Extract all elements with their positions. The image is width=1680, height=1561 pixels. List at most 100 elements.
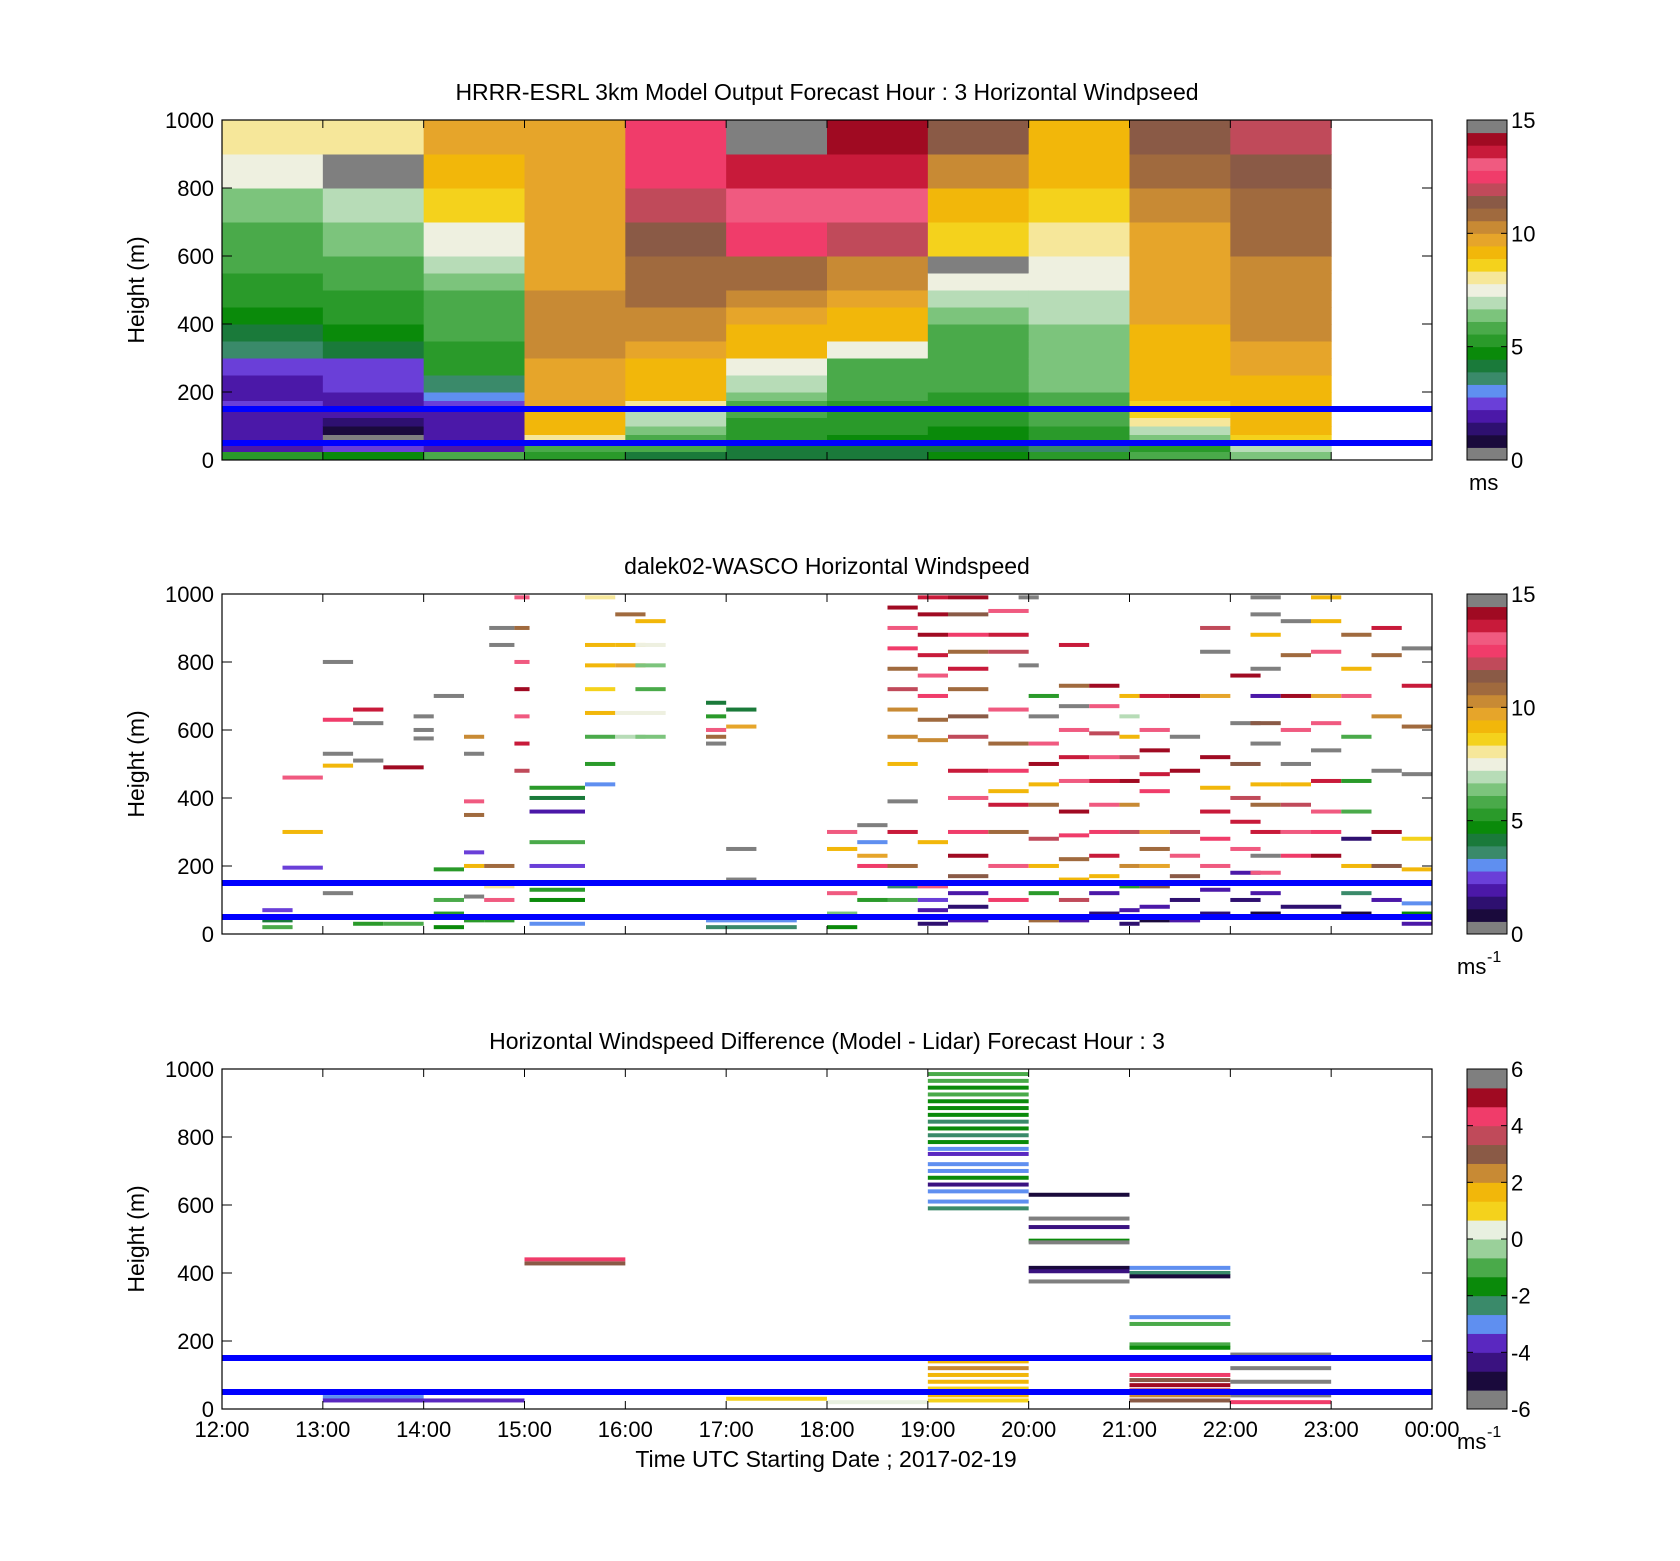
data-segment: [988, 608, 1029, 613]
data-segment: [1119, 908, 1140, 913]
data-segment: [529, 809, 585, 814]
colorbar-swatch: [1467, 157, 1507, 171]
data-segment: [1230, 1393, 1332, 1398]
heatmap-cell: [625, 434, 727, 444]
heatmap-cell: [423, 358, 525, 376]
colorbar-swatch: [1467, 883, 1507, 897]
heatmap-cell: [726, 358, 828, 376]
heatmap-cell: [927, 188, 1030, 223]
data-segment: [1119, 755, 1140, 760]
colorbar-tick-label: 15: [1511, 582, 1535, 607]
colorbar-swatch: [1467, 1220, 1507, 1240]
heatmap-cell: [524, 222, 626, 257]
heatmap-cell: [322, 417, 425, 427]
data-segment: [1058, 727, 1090, 732]
data-segment: [514, 714, 530, 719]
heatmap-cell: [423, 188, 525, 223]
plot-area: [222, 1069, 1432, 1409]
colorbar-swatch: [1467, 283, 1507, 297]
heatmap-cell: [423, 290, 525, 308]
heatmap-cell: [322, 426, 425, 435]
data-segment: [887, 707, 918, 712]
heatmap-cell: [927, 222, 1030, 257]
x-tick-label: 00:00: [1404, 1417, 1459, 1442]
data-segment: [1129, 1378, 1231, 1383]
data-segment: [927, 1393, 1029, 1398]
data-segment: [322, 717, 354, 722]
data-segment: [927, 1099, 1029, 1104]
data-segment: [484, 918, 515, 923]
data-segment: [635, 734, 666, 739]
colorbar-swatch: [1467, 921, 1507, 935]
data-segment: [514, 595, 530, 600]
heatmap-cell: [524, 417, 626, 427]
data-segment: [917, 612, 948, 617]
colorbar-swatch: [1467, 656, 1507, 671]
heatmap-cell: [927, 451, 1030, 461]
data-segment: [1401, 772, 1432, 777]
colorbar-swatch: [1467, 808, 1507, 822]
data-segment: [1058, 778, 1090, 783]
data-segment: [1401, 921, 1432, 926]
y-tick-label: 400: [177, 1261, 214, 1286]
colorbar-swatch: [1467, 1239, 1507, 1259]
heatmap-cell: [423, 222, 525, 257]
data-segment: [1200, 625, 1231, 630]
heatmap-cell: [1028, 290, 1130, 308]
heatmap-cell: [1129, 375, 1231, 393]
colorbar-swatch: [1467, 195, 1507, 209]
heatmap-cell: [222, 417, 324, 427]
data-segment: [484, 863, 515, 868]
data-segment: [917, 595, 948, 600]
colorbar-swatch: [1467, 694, 1507, 708]
panel-title: Horizontal Windspeed Difference (Model -…: [489, 1028, 1165, 1054]
data-segment: [529, 897, 585, 902]
data-segment: [1371, 863, 1402, 868]
colorbar-tick-label: 0: [1511, 448, 1523, 473]
data-segment: [1139, 829, 1170, 834]
data-segment: [1089, 731, 1120, 736]
heatmap-cell: [222, 307, 324, 325]
data-segment: [322, 751, 354, 756]
heatmap-cell: [1028, 434, 1130, 444]
data-segment: [1200, 755, 1231, 760]
heatmap-cell: [726, 341, 828, 359]
heatmap-cell: [827, 434, 929, 444]
data-segment: [857, 853, 888, 858]
y-tick-label: 600: [177, 1193, 214, 1218]
heatmap-cell: [1129, 188, 1231, 223]
data-segment: [1311, 595, 1342, 600]
colorbar-swatch: [1467, 132, 1507, 146]
data-segment: [322, 891, 354, 896]
data-segment: [706, 741, 727, 746]
data-segment: [1371, 768, 1402, 773]
heatmap-cell: [1129, 324, 1231, 342]
heatmap-cell: [423, 120, 525, 155]
heatmap-cell: [1129, 290, 1231, 308]
colorbar-swatch: [1467, 644, 1507, 658]
data-segment: [887, 687, 918, 692]
data-segment: [1311, 853, 1342, 858]
colorbar-swatch: [1467, 757, 1507, 771]
colorbar-swatch: [1467, 384, 1507, 398]
y-tick-label: 600: [177, 244, 214, 269]
heatmap-cell: [827, 375, 929, 393]
data-segment: [1230, 795, 1261, 800]
data-segment: [635, 619, 666, 624]
data-segment: [948, 795, 989, 800]
heatmap-cell: [322, 273, 425, 291]
data-segment: [1401, 911, 1432, 916]
heatmap-cell: [726, 256, 828, 274]
data-segment: [1230, 721, 1261, 726]
colorbar-swatch: [1467, 795, 1507, 809]
heatmap-cell: [827, 400, 929, 410]
data-segment: [524, 1257, 626, 1262]
heatmap-cell: [625, 273, 727, 291]
heatmap-cell: [322, 443, 425, 452]
data-segment: [353, 758, 384, 763]
data-segment: [1250, 782, 1281, 787]
data-segment: [353, 921, 384, 926]
data-segment: [615, 734, 646, 739]
data-segment: [585, 642, 616, 647]
data-segment: [1250, 612, 1281, 617]
